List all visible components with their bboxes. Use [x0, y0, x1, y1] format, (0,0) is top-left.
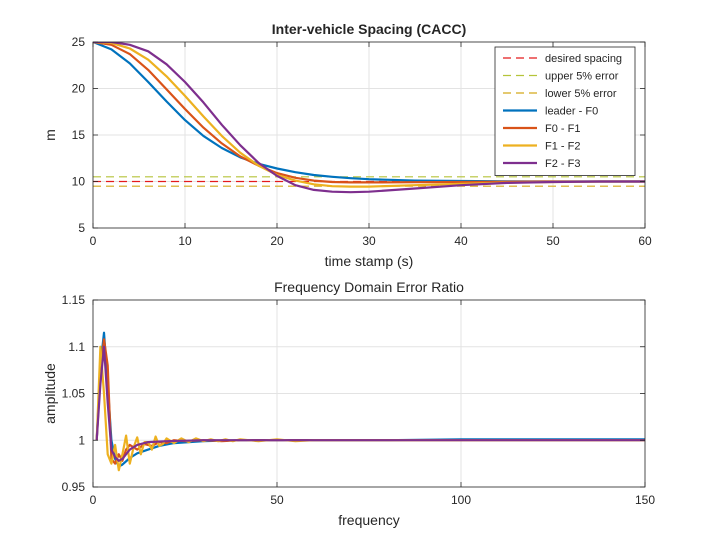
spacing-ytick-label: 10 — [72, 175, 86, 189]
spacing-chart-title: Inter-vehicle Spacing (CACC) — [272, 21, 466, 37]
spacing-xtick-label: 50 — [546, 234, 560, 248]
spacing-series-f2-f3 — [93, 42, 645, 194]
frequency-ytick-label: 1.1 — [68, 340, 85, 354]
frequency-series-f1-f2 — [95, 345, 645, 472]
spacing-xtick-label: 10 — [178, 234, 192, 248]
legend-label-f0-f1: F0 - F1 — [545, 123, 580, 135]
frequency-ytick-label: 1.15 — [62, 293, 86, 307]
legend-label-f2-f3: F2 - F3 — [545, 158, 580, 170]
spacing-ytick-label: 25 — [72, 35, 86, 49]
frequency-series-f2-f3 — [95, 345, 645, 462]
frequency-chart-grid — [92, 299, 646, 488]
spacing-xtick-label: 40 — [454, 234, 468, 248]
spacing-xtick-label: 60 — [638, 234, 652, 248]
spacing-ytick-label: 20 — [72, 82, 86, 96]
spacing-chart-ticks: 0 10 20 30 40 50 60 5 10 15 20 25 — [72, 35, 652, 248]
frequency-ytick-label: 0.95 — [62, 480, 86, 494]
spacing-series-f0-f1 — [93, 42, 645, 184]
spacing-ytick-label: 15 — [72, 128, 86, 142]
spacing-chart-series — [93, 42, 645, 194]
legend-label-lower-5-error: lower 5% error — [545, 88, 617, 100]
legend-label-upper-5-error: upper 5% error — [545, 71, 619, 83]
frequency-chart-ylabel: amplitude — [42, 363, 58, 424]
frequency-chart-title: Frequency Domain Error Ratio — [274, 279, 464, 295]
spacing-xtick-label: 30 — [362, 234, 376, 248]
frequency-ytick-label: 1.05 — [62, 387, 86, 401]
frequency-series-leader-f0 — [95, 331, 645, 468]
legend-label-desired-spacing: desired spacing — [545, 53, 622, 65]
spacing-chart-legend: desired spacing upper 5% error lower 5% er… — [494, 46, 636, 176]
frequency-xtick-label: 150 — [635, 493, 655, 507]
spacing-xtick-label: 0 — [90, 234, 97, 248]
spacing-chart: 0 10 20 30 40 50 60 5 10 15 20 25 Inter-vehicle Spa… — [42, 21, 652, 269]
spacing-ytick-label: 5 — [78, 221, 85, 235]
frequency-series-f0-f1 — [95, 338, 645, 465]
frequency-xtick-label: 50 — [270, 493, 284, 507]
frequency-ytick-label: 1 — [78, 433, 85, 447]
frequency-chart: 0 50 100 150 0.95 1 1.05 1.1 1.15 Frequency Doma… — [42, 279, 655, 528]
spacing-xtick-label: 20 — [270, 234, 284, 248]
frequency-xtick-label: 0 — [90, 493, 97, 507]
spacing-chart-ylabel: m — [42, 129, 58, 141]
frequency-chart-series — [95, 331, 645, 472]
frequency-chart-ticks: 0 50 100 150 0.95 1 1.05 1.1 1.15 — [62, 293, 656, 507]
legend-label-f1-f2: F1 - F2 — [545, 141, 580, 153]
frequency-chart-xlabel: frequency — [338, 512, 399, 528]
frequency-xtick-label: 100 — [451, 493, 471, 507]
legend-label-leader-f0: leader - F0 — [545, 106, 598, 118]
spacing-chart-xlabel: time stamp (s) — [325, 253, 414, 269]
